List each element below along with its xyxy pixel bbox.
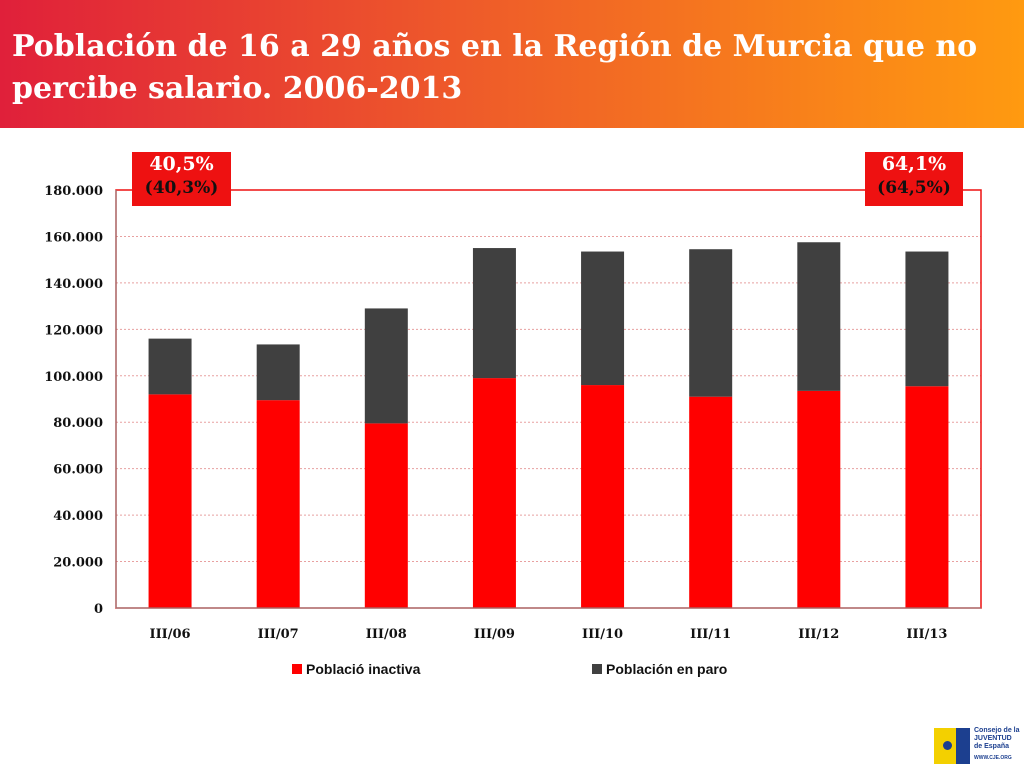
- y-tick-label: 120.000: [44, 323, 103, 338]
- logo-text: Consejo de la JUVENTUD de España WWW.CJE…: [974, 727, 1024, 761]
- consejo-juventud-logo: Consejo de la JUVENTUD de España WWW.CJE…: [934, 724, 1024, 768]
- x-tick-label: III/12: [798, 627, 839, 642]
- y-tick-label: 60.000: [53, 463, 103, 478]
- badge-right: 64,1% (64,5%): [865, 152, 963, 206]
- badge-right-subpercent: (64,5%): [877, 178, 951, 198]
- legend-label: Población en paro: [606, 661, 727, 677]
- bar-poblacion-en-paro: [148, 338, 192, 395]
- bar-poblacio-inactiva: [797, 390, 841, 608]
- bar-poblacio-inactiva: [581, 385, 625, 608]
- logo-line-2: JUVENTUD: [974, 735, 1012, 742]
- title-banner: Población de 16 a 29 años en la Región d…: [0, 0, 1024, 128]
- badge-left: 40,5% (40,3%): [132, 152, 231, 206]
- x-tick-label: III/08: [366, 627, 407, 642]
- y-tick-label: 20.000: [53, 556, 103, 571]
- bar-poblacion-en-paro: [689, 249, 733, 397]
- badge-left-percent: 40,5%: [149, 153, 214, 175]
- y-tick-label: 180.000: [44, 184, 103, 199]
- x-tick-label: III/06: [150, 627, 191, 642]
- legend-swatch: [292, 664, 302, 674]
- badge-right-percent: 64,1%: [881, 153, 947, 175]
- y-tick-label: 140.000: [44, 277, 103, 292]
- badge-left-subpercent: (40,3%): [144, 178, 219, 198]
- bar-poblacion-en-paro: [364, 308, 408, 424]
- x-tick-label: III/10: [582, 627, 623, 642]
- bar-poblacio-inactiva: [256, 400, 300, 608]
- page-title: Población de 16 a 29 años en la Región d…: [12, 29, 978, 106]
- logo-url: WWW.CJE.ORG: [974, 755, 1012, 761]
- y-tick-label: 160.000: [44, 230, 103, 245]
- bar-poblacion-en-paro: [581, 251, 625, 386]
- bar-poblacio-inactiva: [364, 423, 408, 608]
- bar-poblacio-inactiva: [472, 378, 516, 608]
- bar-poblacion-en-paro: [256, 344, 300, 401]
- legend-swatch: [592, 664, 602, 674]
- x-tick-label: III/07: [258, 627, 299, 642]
- logo-mark-icon: [934, 728, 970, 764]
- stacked-bar-chart: 0 20.000 40.000 60.000 80.000 100.000 120.000 1…: [44, 184, 982, 677]
- bar-poblacio-inactiva: [689, 396, 733, 608]
- logo-line-3: de España: [974, 743, 1010, 750]
- bar-poblacion-en-paro: [472, 248, 516, 379]
- y-tick-label: 100.000: [44, 370, 103, 385]
- bar-poblacio-inactiva: [148, 394, 192, 608]
- x-tick-label: III/09: [474, 627, 515, 642]
- legend-label: Població inactiva: [306, 661, 421, 677]
- y-tick-label: 80.000: [53, 416, 103, 431]
- x-tick-label: III/13: [906, 627, 947, 642]
- plot-border: [115, 189, 982, 609]
- y-tick-label: 40.000: [53, 509, 103, 524]
- bar-poblacion-en-paro: [797, 242, 841, 391]
- logo-line-1: Consejo de la: [974, 727, 1020, 734]
- y-tick-label: 0: [94, 602, 103, 617]
- x-tick-label: III/11: [690, 627, 731, 642]
- bar-poblacio-inactiva: [905, 386, 949, 608]
- bar-poblacion-en-paro: [905, 251, 949, 387]
